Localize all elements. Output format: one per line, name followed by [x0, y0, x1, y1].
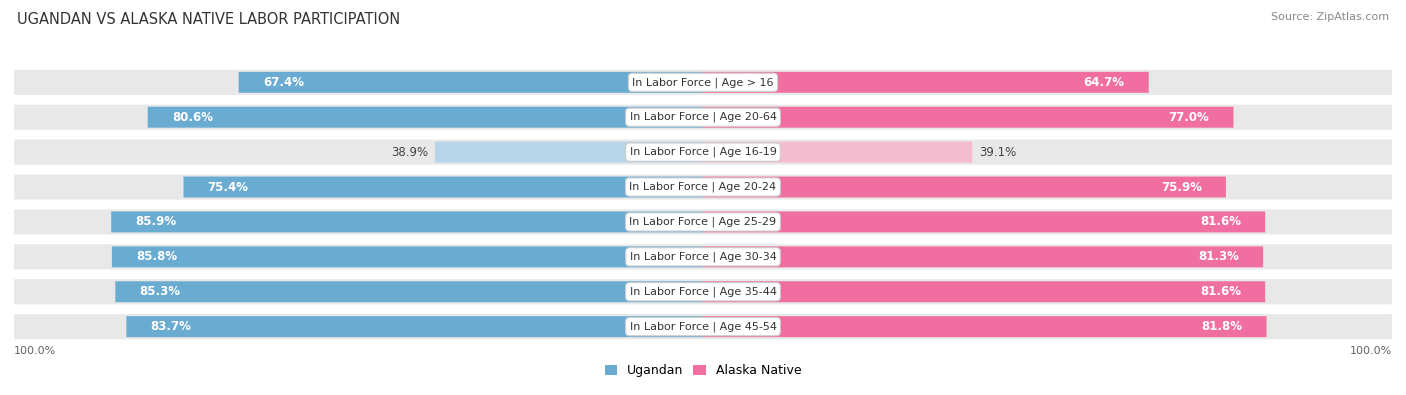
FancyBboxPatch shape — [703, 316, 1267, 337]
Text: In Labor Force | Age 25-29: In Labor Force | Age 25-29 — [630, 217, 776, 227]
Text: UGANDAN VS ALASKA NATIVE LABOR PARTICIPATION: UGANDAN VS ALASKA NATIVE LABOR PARTICIPA… — [17, 12, 401, 27]
Text: 38.9%: 38.9% — [391, 146, 427, 159]
Legend: Ugandan, Alaska Native: Ugandan, Alaska Native — [605, 364, 801, 377]
FancyBboxPatch shape — [703, 281, 1265, 302]
FancyBboxPatch shape — [703, 72, 1149, 93]
Text: In Labor Force | Age 20-64: In Labor Force | Age 20-64 — [630, 112, 776, 122]
FancyBboxPatch shape — [14, 209, 1392, 235]
Text: 81.6%: 81.6% — [1201, 285, 1241, 298]
Text: In Labor Force | Age 16-19: In Labor Force | Age 16-19 — [630, 147, 776, 157]
Text: 85.8%: 85.8% — [136, 250, 177, 263]
FancyBboxPatch shape — [184, 177, 703, 198]
FancyBboxPatch shape — [703, 211, 1265, 232]
FancyBboxPatch shape — [111, 211, 703, 232]
FancyBboxPatch shape — [148, 107, 703, 128]
Text: 77.0%: 77.0% — [1168, 111, 1209, 124]
Text: In Labor Force | Age > 16: In Labor Force | Age > 16 — [633, 77, 773, 88]
Text: In Labor Force | Age 30-34: In Labor Force | Age 30-34 — [630, 252, 776, 262]
Text: 64.7%: 64.7% — [1084, 76, 1125, 89]
Text: 100.0%: 100.0% — [14, 346, 56, 356]
Text: 85.9%: 85.9% — [135, 215, 176, 228]
FancyBboxPatch shape — [239, 72, 703, 93]
FancyBboxPatch shape — [434, 142, 703, 163]
FancyBboxPatch shape — [703, 177, 1226, 198]
Text: 81.3%: 81.3% — [1198, 250, 1239, 263]
Text: In Labor Force | Age 20-24: In Labor Force | Age 20-24 — [630, 182, 776, 192]
FancyBboxPatch shape — [14, 279, 1392, 304]
FancyBboxPatch shape — [14, 139, 1392, 165]
Text: 67.4%: 67.4% — [263, 76, 304, 89]
FancyBboxPatch shape — [14, 70, 1392, 95]
Text: 85.3%: 85.3% — [139, 285, 180, 298]
Text: Source: ZipAtlas.com: Source: ZipAtlas.com — [1271, 12, 1389, 22]
Text: 80.6%: 80.6% — [172, 111, 212, 124]
Text: In Labor Force | Age 45-54: In Labor Force | Age 45-54 — [630, 322, 776, 332]
Text: 83.7%: 83.7% — [150, 320, 191, 333]
FancyBboxPatch shape — [115, 281, 703, 302]
FancyBboxPatch shape — [703, 142, 973, 163]
FancyBboxPatch shape — [703, 107, 1233, 128]
Text: 75.4%: 75.4% — [208, 181, 249, 194]
FancyBboxPatch shape — [112, 246, 703, 267]
FancyBboxPatch shape — [14, 105, 1392, 130]
FancyBboxPatch shape — [14, 175, 1392, 199]
Text: 100.0%: 100.0% — [1350, 346, 1392, 356]
Text: In Labor Force | Age 35-44: In Labor Force | Age 35-44 — [630, 286, 776, 297]
FancyBboxPatch shape — [14, 244, 1392, 269]
FancyBboxPatch shape — [127, 316, 703, 337]
FancyBboxPatch shape — [14, 314, 1392, 339]
Text: 81.8%: 81.8% — [1202, 320, 1243, 333]
Text: 75.9%: 75.9% — [1161, 181, 1202, 194]
Text: 39.1%: 39.1% — [979, 146, 1017, 159]
FancyBboxPatch shape — [703, 246, 1263, 267]
Text: 81.6%: 81.6% — [1201, 215, 1241, 228]
